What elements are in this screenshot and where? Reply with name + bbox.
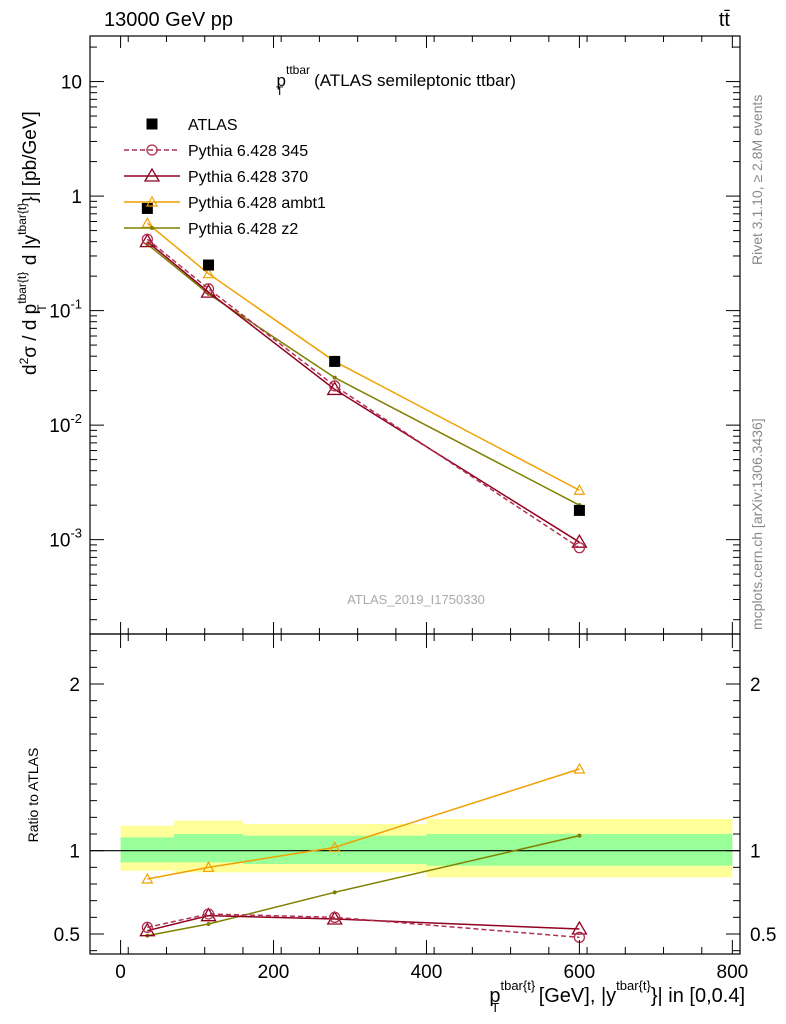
ratio-point-pythia-6-428-ambt1 <box>202 861 215 872</box>
point-atlas <box>329 355 341 367</box>
x-tick-label: 0 <box>115 962 126 983</box>
legend-label-pythia-6-428-345: Pythia 6.428 345 <box>188 143 308 160</box>
ratio-point-pythia-6-428-z2 <box>577 833 582 838</box>
y-tick-label: 1 <box>71 187 82 208</box>
main-plot-marks <box>139 202 588 554</box>
uncertainty-band-green <box>174 834 243 863</box>
title-base: p <box>277 71 286 90</box>
point-atlas <box>573 504 585 516</box>
ratio-y-tick-label: 0.5 <box>54 925 80 946</box>
point-pythia-6-428-z2 <box>332 375 337 380</box>
main-plot-panel: 10-3 10-2 10-1 1 10 ATLAS_2019_I1750330 pttb… <box>49 35 741 635</box>
ratio-point-pythia-6-428-345 <box>141 921 154 933</box>
ratio-point-pythia-6-428-z2 <box>332 890 337 895</box>
ratio-plot-marks <box>90 762 740 943</box>
y-tick-label: 10-3 <box>49 526 82 552</box>
ratio-point-pythia-6-428-ambt1 <box>573 762 586 774</box>
legend-label-atlas: ATLAS <box>188 117 238 134</box>
ratio-y-tick-label-right: 0.5 <box>750 925 776 946</box>
ratio-point-pythia-6-428-345 <box>329 911 341 923</box>
energy-label: 13000 GeV pp <box>104 9 233 31</box>
x-axis-label: ptbar{t} T [GeV], |ytbar{t}}| in [0,0.4] <box>489 978 745 1015</box>
ratio-y-axis-label: Ratio to ATLAS <box>25 748 41 843</box>
point-pythia-6-428-ambt1 <box>573 484 586 495</box>
ratio-point-pythia-6-428-345 <box>202 908 215 920</box>
uncertainty-band-green <box>120 837 175 863</box>
legend: ATLAS Pythia 6.428 345 Pythia 6.428 370 Pyt… <box>124 117 326 238</box>
y-tick-label: 10-2 <box>49 411 82 437</box>
point-pythia-6-428-370 <box>139 233 156 248</box>
analysis-watermark: ATLAS_2019_I1750330 <box>347 592 485 607</box>
ratio-y-tick-label-right: 2 <box>750 675 761 696</box>
series-line-pythia-6-428-ambt1 <box>146 222 580 491</box>
ratio-point-pythia-6-428-370 <box>571 920 588 935</box>
legend-marker-atlas <box>146 118 158 130</box>
main-y-ticks: 10-3 10-2 10-1 1 10 <box>49 36 741 634</box>
ratio-line-pythia-6-428-z2 <box>147 834 580 937</box>
y-tick-label: 10-1 <box>49 297 82 323</box>
legend-marker-pythia-6-428-370 <box>143 167 161 182</box>
main-title: pttbar T (ATLAS semileptonic ttbar) <box>276 63 516 98</box>
process-label: tt̄ <box>719 9 731 31</box>
ratio-line-pythia-6-428-ambt1 <box>147 768 580 880</box>
ratio-point-pythia-6-428-ambt1 <box>328 841 341 852</box>
title-sub: T <box>276 84 284 98</box>
ratio-y-tick-label: 1 <box>69 842 80 863</box>
uncertainty-band-green <box>242 835 427 864</box>
ratio-point-pythia-6-428-370 <box>139 922 156 937</box>
rivet-label: Rivet 3.1.10, ≥ 2.8M events <box>749 95 765 265</box>
ratio-plot-frame <box>89 633 741 955</box>
point-pythia-6-428-345 <box>141 233 154 245</box>
series-line-pythia-6-428-345 <box>146 238 580 549</box>
ratio-y-tick-label-right: 1 <box>750 842 761 863</box>
point-pythia-6-428-345 <box>573 542 586 554</box>
y-tick-label: 10 <box>61 73 82 94</box>
legend-marker-pythia-6-428-345 <box>146 144 158 156</box>
point-pythia-6-428-345 <box>202 283 215 295</box>
title-sup: ttbar <box>286 63 310 77</box>
mcplots-label: mcplots.cern.ch [arXiv:1306.3436] <box>749 418 765 630</box>
x-tick-label: 800 <box>717 962 749 983</box>
main-y-axis-label: d2σ / d ptbar{t}T d |ytbar{t}}| [pb/GeV] <box>15 111 49 375</box>
legend-marker-pythia-6-428-z2 <box>150 226 154 230</box>
ratio-plot-panel: 0.5 0.5 1 1 2 2 0 200 400 600 800 <box>54 633 776 983</box>
point-pythia-6-428-ambt1 <box>141 216 154 228</box>
point-pythia-6-428-345 <box>329 380 341 392</box>
ratio-line-pythia-6-428-370 <box>147 914 580 932</box>
uncertainty-band-green <box>426 834 733 866</box>
legend-label-pythia-6-428-370: Pythia 6.428 370 <box>188 169 308 186</box>
ratio-point-pythia-6-428-ambt1 <box>141 872 154 884</box>
legend-marker-pythia-6-428-ambt1 <box>145 195 159 207</box>
x-tick-label: 200 <box>258 962 290 983</box>
x-tick-label: 600 <box>564 962 596 983</box>
series-line-pythia-6-428-370 <box>146 241 580 543</box>
legend-label-pythia-6-428-ambt1: Pythia 6.428 ambt1 <box>188 195 326 212</box>
x-tick-label: 400 <box>411 962 443 983</box>
legend-label-pythia-6-428-z2: Pythia 6.428 z2 <box>188 221 298 238</box>
ratio-ticks: 0.5 0.5 1 1 2 2 0 200 400 600 800 <box>54 634 776 983</box>
point-pythia-6-428-ambt1 <box>202 267 215 279</box>
ratio-point-pythia-6-428-z2 <box>206 922 211 926</box>
point-atlas <box>141 202 153 214</box>
point-atlas <box>203 259 215 271</box>
series-line-pythia-6-428-z2 <box>146 243 580 506</box>
ratio-y-tick-label: 2 <box>69 675 80 696</box>
title-rest: (ATLAS semileptonic ttbar) <box>309 71 516 90</box>
